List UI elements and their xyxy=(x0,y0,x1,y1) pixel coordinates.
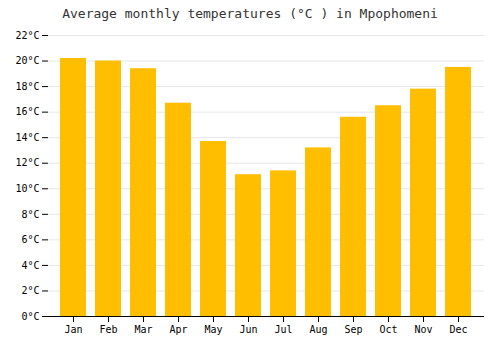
svg-text:Jun: Jun xyxy=(239,324,257,335)
svg-text:May: May xyxy=(204,324,222,335)
svg-text:14°C: 14°C xyxy=(15,132,39,143)
svg-text:0°C: 0°C xyxy=(21,311,39,322)
svg-text:Sep: Sep xyxy=(344,324,362,335)
html-text:Average monthly temperatures (: Average monthly temperatures (°C ) in Mp… xyxy=(62,6,438,21)
svg-text:12°C: 12°C xyxy=(15,157,39,168)
svg-text:22°C: 22°C xyxy=(15,30,39,41)
svg-text:Dec: Dec xyxy=(449,324,467,335)
svg-text:Nov: Nov xyxy=(414,324,432,335)
svg-text:20°C: 20°C xyxy=(15,55,39,66)
svg-text:Oct: Oct xyxy=(379,324,397,335)
svg-text:16°C: 16°C xyxy=(15,106,39,117)
svg-text:2°C: 2°C xyxy=(21,285,39,296)
svg-text:6°C: 6°C xyxy=(21,234,39,245)
svg-text:4°C: 4°C xyxy=(21,260,39,271)
svg-text:Jul: Jul xyxy=(274,324,292,335)
svg-text:Apr: Apr xyxy=(169,324,187,335)
svg-text:18°C: 18°C xyxy=(15,81,39,92)
svg-text:Aug: Aug xyxy=(309,324,327,335)
svg-text:Feb: Feb xyxy=(99,324,117,335)
svg-text:Mar: Mar xyxy=(134,324,152,335)
svg-text:8°C: 8°C xyxy=(21,209,39,220)
svg-text:Jan: Jan xyxy=(64,324,82,335)
svg-text:10°C: 10°C xyxy=(15,183,39,194)
